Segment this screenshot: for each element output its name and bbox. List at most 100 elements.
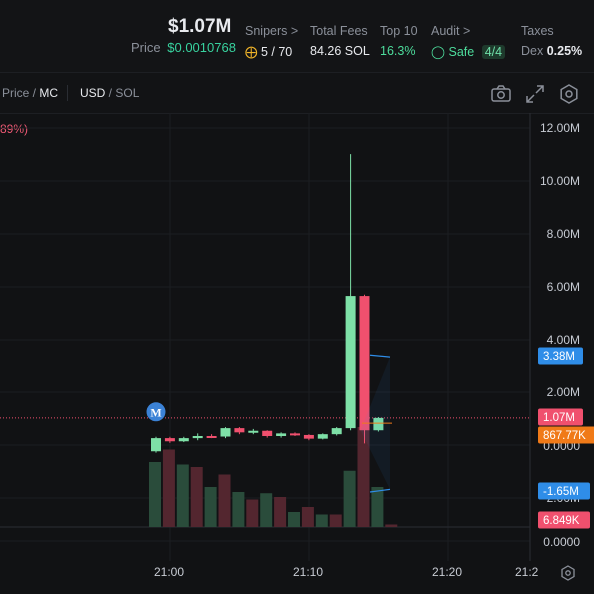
y-axis-label: 0.0000 bbox=[543, 535, 580, 549]
candle-body bbox=[290, 433, 300, 436]
price-mc-toggle[interactable]: Price / MC bbox=[2, 86, 58, 100]
volume-bars bbox=[149, 427, 398, 527]
candle-body bbox=[359, 296, 370, 431]
time-label-3: 21:20 bbox=[432, 565, 463, 579]
candle-body bbox=[262, 430, 273, 437]
projection-lower-line bbox=[369, 488, 391, 493]
audit-stat[interactable]: Audit > ◯ Safe 4/4 bbox=[431, 24, 506, 59]
time-axis bbox=[0, 561, 594, 594]
candle-body bbox=[192, 436, 203, 439]
candle-body bbox=[178, 438, 189, 442]
price-tag-label: 1.07M bbox=[543, 412, 575, 424]
taxes-title: Taxes bbox=[521, 24, 554, 38]
audit-value: Safe bbox=[448, 45, 475, 59]
candlesticks bbox=[151, 154, 384, 453]
volume-bar bbox=[190, 467, 203, 527]
price-tags: 3.38M 1.07M 867.77K -1.65M 6.849K bbox=[538, 347, 594, 529]
price-tag bbox=[538, 347, 583, 365]
total-fees-stat: Total Fees 84.26 SOL bbox=[310, 24, 370, 58]
chart-overlays: M bbox=[146, 354, 392, 493]
expand-icon[interactable] bbox=[524, 83, 546, 105]
currency-toggle[interactable]: USD / SOL bbox=[80, 86, 139, 100]
candle-body bbox=[276, 433, 287, 437]
snipers-value: 5 / 70 bbox=[260, 45, 293, 59]
migration-marker bbox=[146, 402, 166, 422]
price-toggle[interactable]: Price bbox=[2, 86, 30, 100]
volume-bar bbox=[371, 487, 384, 527]
snipers-stat[interactable]: Snipers > ⨁ 5 / 70 bbox=[245, 24, 298, 59]
time-settings-icon[interactable] bbox=[560, 565, 576, 581]
y-axis-label: 10.00M bbox=[540, 174, 580, 188]
y-axis-label: 12.00M bbox=[540, 121, 580, 135]
candle-body bbox=[331, 428, 342, 435]
price-value: $0.0010768 bbox=[167, 40, 236, 55]
taxes-stat: Taxes Dex 0.25% bbox=[521, 24, 582, 58]
projection-upper-line bbox=[369, 354, 391, 358]
y-axis-label: 4.00M bbox=[547, 333, 580, 347]
candle-body bbox=[234, 428, 245, 433]
settings-icon[interactable] bbox=[558, 83, 580, 105]
candle-body bbox=[206, 436, 217, 439]
volume-bar bbox=[329, 514, 342, 527]
volume-bar bbox=[176, 464, 189, 527]
target-icon: ⨁ bbox=[245, 45, 258, 59]
candle-body bbox=[151, 438, 161, 452]
volume-bar bbox=[274, 497, 287, 527]
candle-body bbox=[248, 430, 259, 433]
price-tag bbox=[538, 426, 594, 444]
currency-separator: / bbox=[105, 86, 116, 100]
taxes-value: 0.25% bbox=[546, 44, 583, 58]
audit-title[interactable]: Audit > bbox=[431, 24, 471, 38]
price-chart[interactable]: M 12.00M 10.00M 8.00M 6.00M 4.00M 2.00M 0.0000… bbox=[0, 113, 594, 561]
price-label: Price bbox=[131, 40, 161, 55]
audit-badge: 4/4 bbox=[481, 45, 506, 59]
mc-toggle[interactable]: MC bbox=[39, 86, 59, 100]
toolbar-divider bbox=[67, 85, 68, 101]
price-tag-label: 6.849K bbox=[543, 515, 580, 527]
time-label-2: 21:10 bbox=[293, 565, 324, 579]
volume-bar bbox=[149, 462, 161, 527]
price-tag bbox=[538, 482, 590, 500]
volume-bar bbox=[162, 449, 175, 527]
volume-bar bbox=[204, 487, 217, 527]
change-percent-partial: 89%) bbox=[0, 122, 29, 136]
market-cap: $1.07M bbox=[168, 16, 232, 37]
volume-bar bbox=[288, 512, 300, 527]
candle-body bbox=[303, 434, 314, 439]
total-fees-title: Total Fees bbox=[310, 24, 368, 38]
token-header: $1.07M Price $0.0010768 Snipers > ⨁ 5 / … bbox=[0, 0, 594, 72]
chart-grid bbox=[0, 113, 531, 561]
sol-toggle[interactable]: SOL bbox=[115, 86, 140, 100]
time-label-1: 21:00 bbox=[154, 565, 185, 579]
volume-bar bbox=[315, 514, 328, 527]
volume-bar bbox=[357, 427, 370, 527]
candle-body bbox=[317, 434, 328, 439]
price-tag bbox=[538, 511, 590, 529]
total-fees-value: 84.26 SOL bbox=[310, 44, 370, 58]
candle-body bbox=[345, 296, 356, 429]
candle-body bbox=[220, 428, 231, 437]
usd-toggle[interactable]: USD bbox=[80, 86, 106, 100]
volume-bar bbox=[343, 470, 356, 527]
candle-body bbox=[373, 417, 384, 431]
top10-title: Top 10 bbox=[380, 24, 418, 38]
volume-bar bbox=[301, 507, 314, 527]
chart-toolbar: Price / MC USD / SOL bbox=[0, 72, 594, 114]
marker-letter: M bbox=[150, 405, 161, 419]
candle-body bbox=[164, 438, 175, 442]
volume-bar bbox=[218, 474, 231, 527]
volume-bar bbox=[260, 493, 273, 527]
y-axis-label: 6.00M bbox=[547, 280, 580, 294]
snipers-title[interactable]: Snipers > bbox=[245, 24, 299, 38]
volume-bar bbox=[232, 492, 245, 527]
top10-value: 16.3% bbox=[380, 44, 416, 58]
camera-icon[interactable] bbox=[490, 83, 512, 105]
shield-icon: ◯ bbox=[431, 45, 445, 59]
volume-bar bbox=[246, 499, 259, 527]
price-tag-label: 867.77K bbox=[543, 430, 586, 442]
top10-stat: Top 10 16.3% bbox=[380, 24, 418, 58]
y-axis-label: 8.00M bbox=[547, 227, 580, 241]
price-tag-label: 3.38M bbox=[543, 351, 575, 363]
price-row: Price $0.0010768 bbox=[131, 40, 236, 55]
taxes-prefix: Dex bbox=[521, 44, 544, 58]
